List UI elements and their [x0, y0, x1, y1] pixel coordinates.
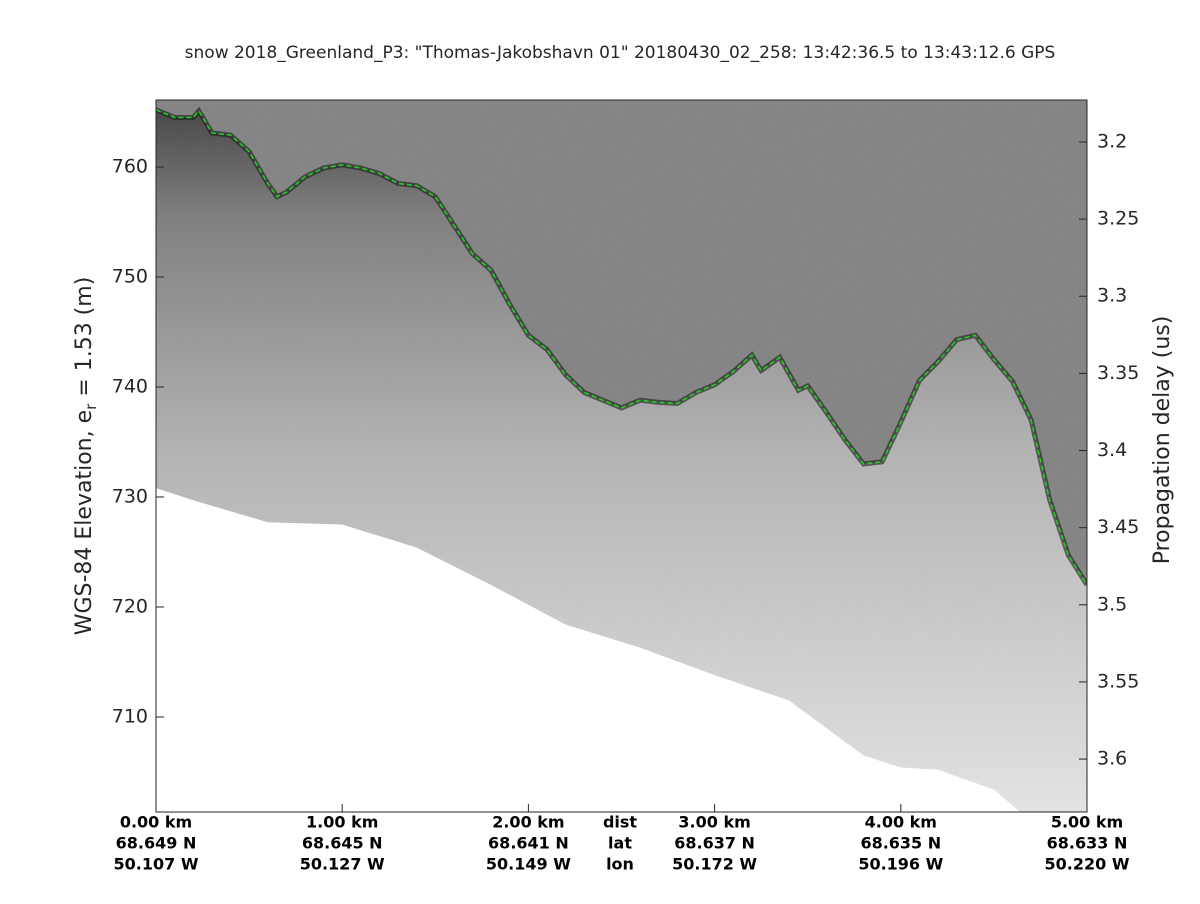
lon-label: 50.149 W [486, 855, 571, 874]
y2-tick-label: 3.3 [1097, 285, 1127, 307]
y-label-sub: r [82, 403, 100, 410]
no-data-area [156, 488, 1087, 812]
y2-tick-label: 3.4 [1097, 439, 1127, 461]
x-tick-label: 1.00 km [306, 813, 378, 832]
y-tick-label: 730 [112, 485, 148, 507]
y-tick-label: 750 [112, 265, 148, 287]
y2-tick-label: 3.2 [1097, 130, 1127, 152]
y2-tick-label: 3.6 [1097, 748, 1127, 770]
y2-tick-label: 3.25 [1097, 208, 1139, 230]
lon-label: 50.196 W [858, 855, 943, 874]
y2-tick-label: 3.5 [1097, 593, 1127, 615]
lon-label: 50.172 W [672, 855, 757, 874]
y2-tick-label: 3.35 [1097, 362, 1139, 384]
x-tick-label: 0.00 km [120, 813, 192, 832]
y-tick-label: 760 [112, 155, 148, 177]
x-axis-label: lon [606, 855, 634, 874]
chart-title: snow 2018_Greenland_P3: "Thomas-Jakobsha… [185, 43, 1056, 63]
y2-tick-label: 3.45 [1097, 516, 1139, 538]
lon-label: 50.127 W [300, 855, 385, 874]
lat-label: 68.649 N [116, 834, 197, 853]
x-axis-label: lat [608, 834, 632, 853]
y2-tick-label: 3.55 [1097, 670, 1139, 692]
y-axis-label: WGS-84 Elevation, er = 1.53 (m) [72, 277, 100, 636]
x-tick-label: 3.00 km [678, 813, 750, 832]
x-tick-label: 5.00 km [1051, 813, 1123, 832]
lon-label: 50.220 W [1045, 855, 1130, 874]
y-label-text: WGS-84 Elevation, e [72, 410, 97, 635]
lat-label: 68.635 N [860, 834, 941, 853]
y2-axis-label: Propagation delay (us) [1150, 316, 1175, 565]
y-label-rest: = 1.53 (m) [72, 277, 97, 404]
x-axis-label: dist [603, 813, 637, 832]
plot-frame [155, 99, 1088, 813]
y-tick-label: 710 [112, 705, 148, 727]
lat-label: 68.633 N [1047, 834, 1128, 853]
lat-label: 68.641 N [488, 834, 569, 853]
lat-label: 68.645 N [302, 834, 383, 853]
x-tick-label: 2.00 km [492, 813, 564, 832]
y-tick-label: 720 [112, 595, 148, 617]
lon-label: 50.107 W [114, 855, 199, 874]
lat-label: 68.637 N [674, 834, 755, 853]
surface-line [156, 109, 1087, 586]
y-tick-label: 740 [112, 375, 148, 397]
x-tick-label: 4.00 km [865, 813, 937, 832]
